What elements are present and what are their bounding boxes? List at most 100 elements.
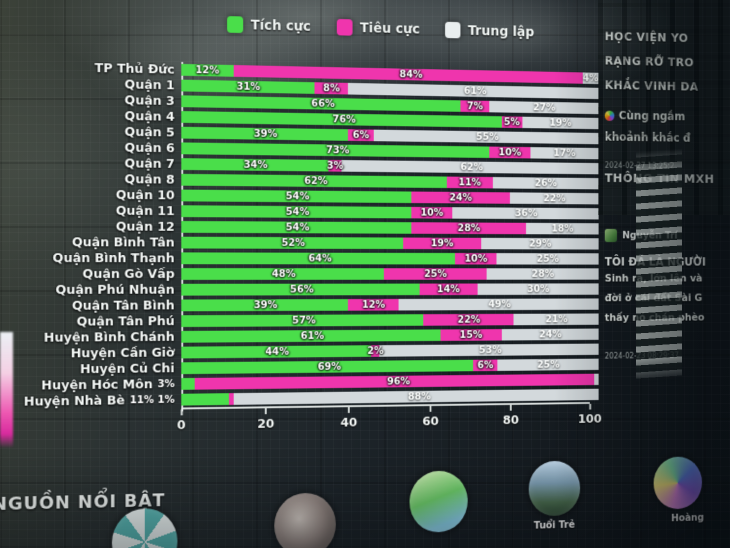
segment-value-label: 21%	[545, 313, 568, 325]
segment-value-label: 24%	[449, 191, 473, 204]
news-headline-line: RẠNG RỠ TRO	[604, 53, 694, 70]
chart-row: Quận Phú Nhuận 56% 14% 30%	[6, 282, 599, 298]
segment-value-label: 39%	[253, 127, 278, 140]
segment-value-label: 10%	[420, 206, 444, 219]
stacked-bar[interactable]: 62% 11% 26%	[181, 173, 599, 190]
segment-value-label: 88%	[407, 390, 431, 403]
segment-value-label: 22%	[457, 313, 481, 326]
category-label: Quận Gò Vấp	[82, 266, 175, 282]
x-tick: 40	[340, 407, 357, 430]
x-tick-label: 0	[176, 418, 186, 434]
source-avatar[interactable]	[274, 492, 336, 548]
source-avatar-label: Hoàng	[671, 512, 704, 525]
category-label: Quận 7	[124, 156, 175, 172]
category-label: Quận Tân Bình	[71, 298, 175, 314]
source-avatar-label: Tuổi Trẻ	[533, 519, 575, 532]
segment-negative: 25%	[384, 268, 487, 280]
segment-value-label: 36%	[514, 207, 538, 219]
segment-value-label: 12%	[361, 298, 386, 311]
segment-value-label: 76%	[332, 113, 356, 126]
x-tick-label: 20	[257, 416, 275, 432]
segment-neutral: 30%	[477, 283, 599, 295]
legend-item-positive[interactable]: Tích cực	[227, 16, 311, 35]
segment-negative: 15%	[440, 329, 502, 341]
category-cell: Quận 5	[6, 123, 181, 140]
segment-value-label: 2%	[367, 344, 384, 357]
x-tick: 80	[502, 404, 519, 428]
source-avatar[interactable]	[409, 470, 468, 533]
segment-positive: 54%	[181, 220, 412, 234]
segment-positive: 12%	[181, 63, 234, 77]
category-label: TP Thủ Đức	[94, 60, 175, 78]
segment-neutral: 55%	[373, 129, 599, 145]
segment-positive	[181, 393, 229, 406]
segment-value-label: 15%	[459, 328, 483, 341]
segment-neutral: 19%	[522, 117, 599, 130]
segment-value-label: 49%	[488, 298, 511, 310]
category-cell: Quận 12	[6, 219, 181, 235]
segment-positive: 62%	[181, 173, 447, 189]
stacked-bar[interactable]: 61% 15% 24%	[181, 328, 599, 343]
chart-rows: TP Thủ Đức 12% 84% 4% Quận 1 31% 8% 61% …	[6, 58, 599, 412]
stacked-bar[interactable]: 54% 24% 22%	[181, 189, 599, 205]
segment-positive: 44%	[181, 345, 372, 359]
source-avatar[interactable]: Tuổi Trẻ	[528, 460, 581, 532]
category-cell: Quận Tân Phú	[6, 314, 181, 330]
segment-negative: 24%	[411, 191, 510, 204]
segment-neutral: 27%	[489, 100, 599, 115]
category-label: Quận 4	[124, 108, 175, 125]
segment-value-label: 10%	[464, 252, 488, 265]
category-cell: Quận 1	[6, 75, 181, 93]
stacked-bar[interactable]: 56% 14% 30%	[181, 283, 599, 296]
category-cell: Quận 10	[6, 187, 181, 203]
legend-item-negative[interactable]: Tiêu cực	[336, 18, 420, 37]
segment-value-label: 55%	[476, 130, 499, 143]
stacked-bar[interactable]: 64% 10% 25%	[181, 252, 599, 265]
stacked-bar[interactable]: 54% 28% 18%	[181, 220, 599, 235]
stacked-bar[interactable]: 48% 25% 28%	[181, 268, 599, 280]
legend-item-neutral[interactable]: Trung lập	[445, 21, 534, 40]
segment-negative: 6%	[473, 359, 498, 372]
x-tick: 0	[177, 409, 186, 433]
segment-neutral: 22%	[509, 192, 599, 205]
source-avatar[interactable]	[111, 507, 178, 548]
segment-value-label: 25%	[536, 252, 560, 265]
segment-value-label: 19%	[549, 116, 572, 129]
source-avatar[interactable]: Hoàng	[653, 456, 704, 524]
category-cell: Quận Phú Nhuận	[6, 282, 181, 297]
segment-neutral: 36%	[452, 207, 599, 220]
segment-value-label: 12%	[195, 63, 220, 77]
segment-positive: 61%	[181, 329, 441, 343]
stacked-bar[interactable]: 39% 12% 49%	[181, 298, 599, 312]
segment-value-label: 61%	[300, 329, 325, 342]
segment-neutral: 21%	[513, 313, 599, 326]
segment-neutral: 18%	[526, 223, 599, 235]
category-label: Quận Bình Tân	[71, 234, 175, 250]
segment-neutral: 28%	[486, 268, 599, 280]
stacked-bar[interactable]: 44% 2% 53%	[181, 343, 599, 359]
segment-positive: 57%	[181, 314, 424, 328]
segment-positive: 52%	[181, 237, 403, 250]
stacked-bar[interactable]: 52% 19% 29%	[181, 237, 599, 250]
segment-positive: 34%	[181, 158, 329, 172]
stacked-bar[interactable]: 57% 22% 21%	[181, 313, 599, 328]
category-cell: Quận 4	[6, 107, 181, 125]
news-sub-line: Cùng ngắm	[618, 108, 686, 124]
chart-row: Quận Bình Tân 52% 19% 29%	[6, 234, 599, 251]
segment-negative: 11%	[446, 176, 493, 189]
segment-value-label: 84%	[399, 68, 423, 81]
category-label: Quận 1	[124, 77, 175, 93]
category-cell: Quận 7	[6, 155, 181, 172]
segment-positive: 64%	[181, 252, 456, 265]
x-tick-label: 100	[577, 412, 602, 427]
outside-value-label: 3%	[157, 378, 175, 391]
segment-positive: 54%	[181, 205, 412, 219]
category-label: Huyện Bình Chánh	[43, 329, 175, 346]
x-tick-label: 80	[502, 413, 519, 428]
stacked-bar[interactable]: 54% 10% 36%	[181, 205, 599, 220]
segment-negative: 10%	[455, 252, 497, 265]
segment-neutral: 26%	[492, 177, 599, 190]
segment-negative: 12%	[348, 298, 399, 311]
category-cell: Quận Gò Vấp	[6, 267, 181, 282]
